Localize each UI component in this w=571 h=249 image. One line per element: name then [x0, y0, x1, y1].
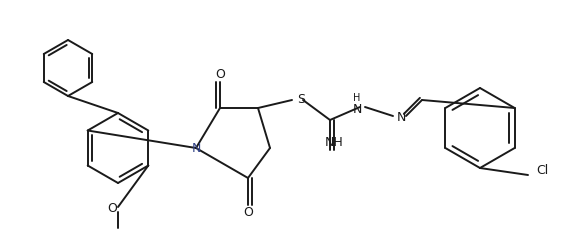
Text: N: N — [352, 103, 361, 116]
Text: N: N — [397, 111, 407, 124]
Text: H: H — [353, 93, 361, 103]
Text: S: S — [297, 92, 305, 106]
Text: O: O — [107, 202, 117, 215]
Text: N: N — [191, 141, 200, 154]
Text: O: O — [215, 67, 225, 80]
Text: NH: NH — [325, 136, 343, 149]
Text: O: O — [243, 206, 253, 220]
Text: Cl: Cl — [536, 165, 548, 178]
